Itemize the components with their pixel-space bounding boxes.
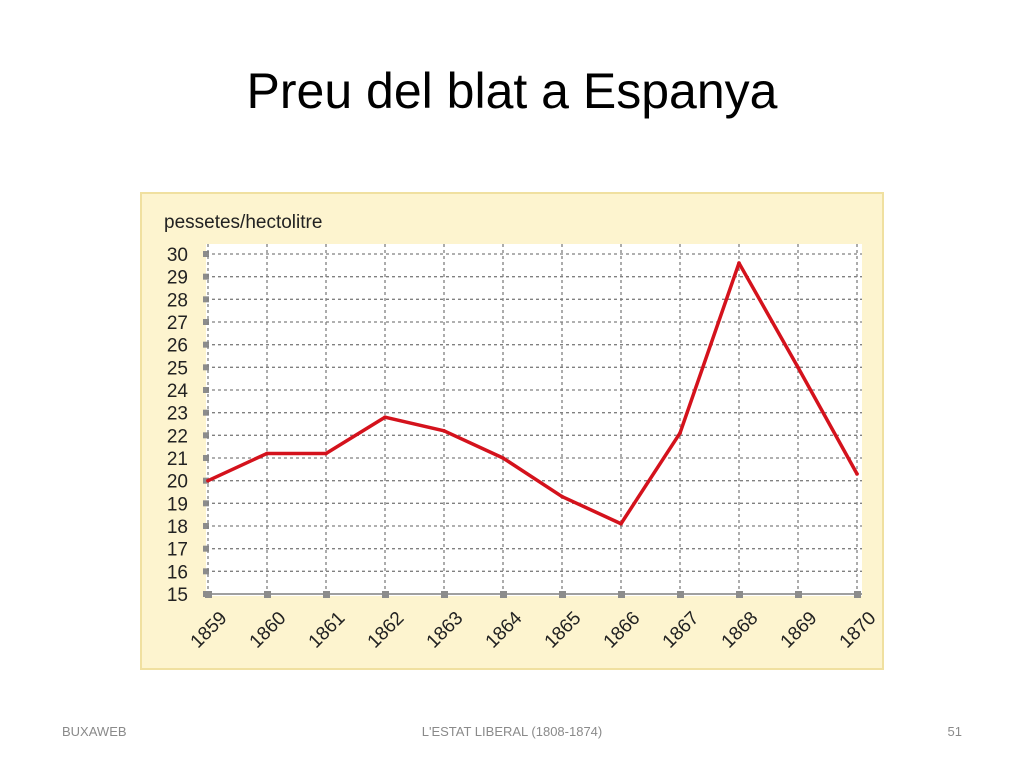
x-tick-marker <box>677 591 684 598</box>
y-tick-marker <box>203 455 209 461</box>
x-tick-marker <box>736 591 743 598</box>
y-tick-label: 24 <box>167 381 189 402</box>
y-tick-marker <box>203 387 209 393</box>
y-tick-label: 17 <box>167 540 188 561</box>
y-tick-label: 15 <box>167 585 188 606</box>
x-tick-label: 1865 <box>541 608 586 653</box>
y-tick-label: 28 <box>167 290 188 311</box>
x-tick-label: 1866 <box>600 608 645 653</box>
y-tick-label: 27 <box>167 313 188 334</box>
data-point <box>855 472 859 476</box>
data-point <box>265 451 269 456</box>
footer-source: BUXAWEB <box>62 724 127 739</box>
x-tick-label: 1860 <box>246 608 291 653</box>
x-tick-label: 1864 <box>482 607 527 652</box>
x-tick-marker <box>264 591 271 598</box>
price-series-line <box>206 261 859 526</box>
slide-title: Preu del blat a Espanya <box>246 63 778 119</box>
footer-page-number: 51 <box>947 724 962 739</box>
data-point <box>206 478 210 483</box>
y-tick-label: 25 <box>167 358 188 379</box>
plot-area <box>206 244 862 596</box>
x-tick-label: 1859 <box>187 608 232 653</box>
x-tick-marker <box>323 591 330 598</box>
y-tick-marker <box>203 273 209 280</box>
y-tick-label: 30 <box>167 245 188 266</box>
data-point <box>678 431 682 435</box>
footer-topic: L'ESTAT LIBERAL (1808-1874) <box>421 724 603 739</box>
y-tick-marker <box>203 251 209 257</box>
x-tick-label: 1862 <box>364 608 409 653</box>
y-tick-label: 22 <box>167 426 188 447</box>
data-point <box>383 415 387 419</box>
y-tick-label: 18 <box>167 517 188 538</box>
x-tick-label: 1870 <box>836 608 881 653</box>
x-tick-marker <box>500 591 507 598</box>
line-chart: pessetes/hectolitre 302928272625242322212… <box>164 212 881 653</box>
y-tick-label: 16 <box>167 562 188 583</box>
y-tick-label: 20 <box>167 472 188 493</box>
y-tick-label: 23 <box>167 404 188 425</box>
y-tick-label: 29 <box>167 268 188 289</box>
x-tick-label: 1868 <box>718 608 763 653</box>
x-tick-marker <box>854 591 861 598</box>
y-tick-marker <box>203 432 209 439</box>
y-tick-marker <box>203 545 209 552</box>
x-tick-marker <box>382 591 389 598</box>
y-tick-label: 19 <box>167 494 188 515</box>
y-tick-marker <box>203 500 209 507</box>
data-point <box>619 521 623 526</box>
y-axis-label: pessetes/hectolitre <box>164 212 322 233</box>
x-tick-marker <box>795 591 802 598</box>
x-tick-label: 1861 <box>305 608 350 653</box>
y-tick-label: 21 <box>167 449 188 470</box>
y-tick-label: 26 <box>167 336 188 357</box>
y-tick-marker <box>203 409 209 416</box>
x-tick-label: 1863 <box>423 608 468 653</box>
chart-panel: pessetes/hectolitre 30 29 28 27 26 25 24 23 22 21 2… <box>140 192 884 670</box>
data-point <box>324 451 328 456</box>
x-tick-label: 1869 <box>777 608 822 653</box>
y-tick-marker <box>203 364 209 371</box>
x-tick-marker <box>441 591 448 598</box>
data-point <box>501 456 505 460</box>
x-tick-marker <box>205 591 212 598</box>
y-tick-marker <box>203 319 209 325</box>
x-tick-marker <box>559 591 566 598</box>
y-tick-marker <box>203 477 209 484</box>
x-tick-label: 1867 <box>659 608 704 653</box>
y-tick-marker <box>203 523 209 529</box>
data-point <box>737 261 741 265</box>
y-tick-marker <box>203 568 209 575</box>
y-tick-marker <box>203 296 209 303</box>
x-tick-marker <box>618 591 625 598</box>
data-point <box>442 429 446 433</box>
data-point <box>796 365 800 370</box>
data-point <box>560 494 564 499</box>
y-tick-marker <box>203 341 209 348</box>
